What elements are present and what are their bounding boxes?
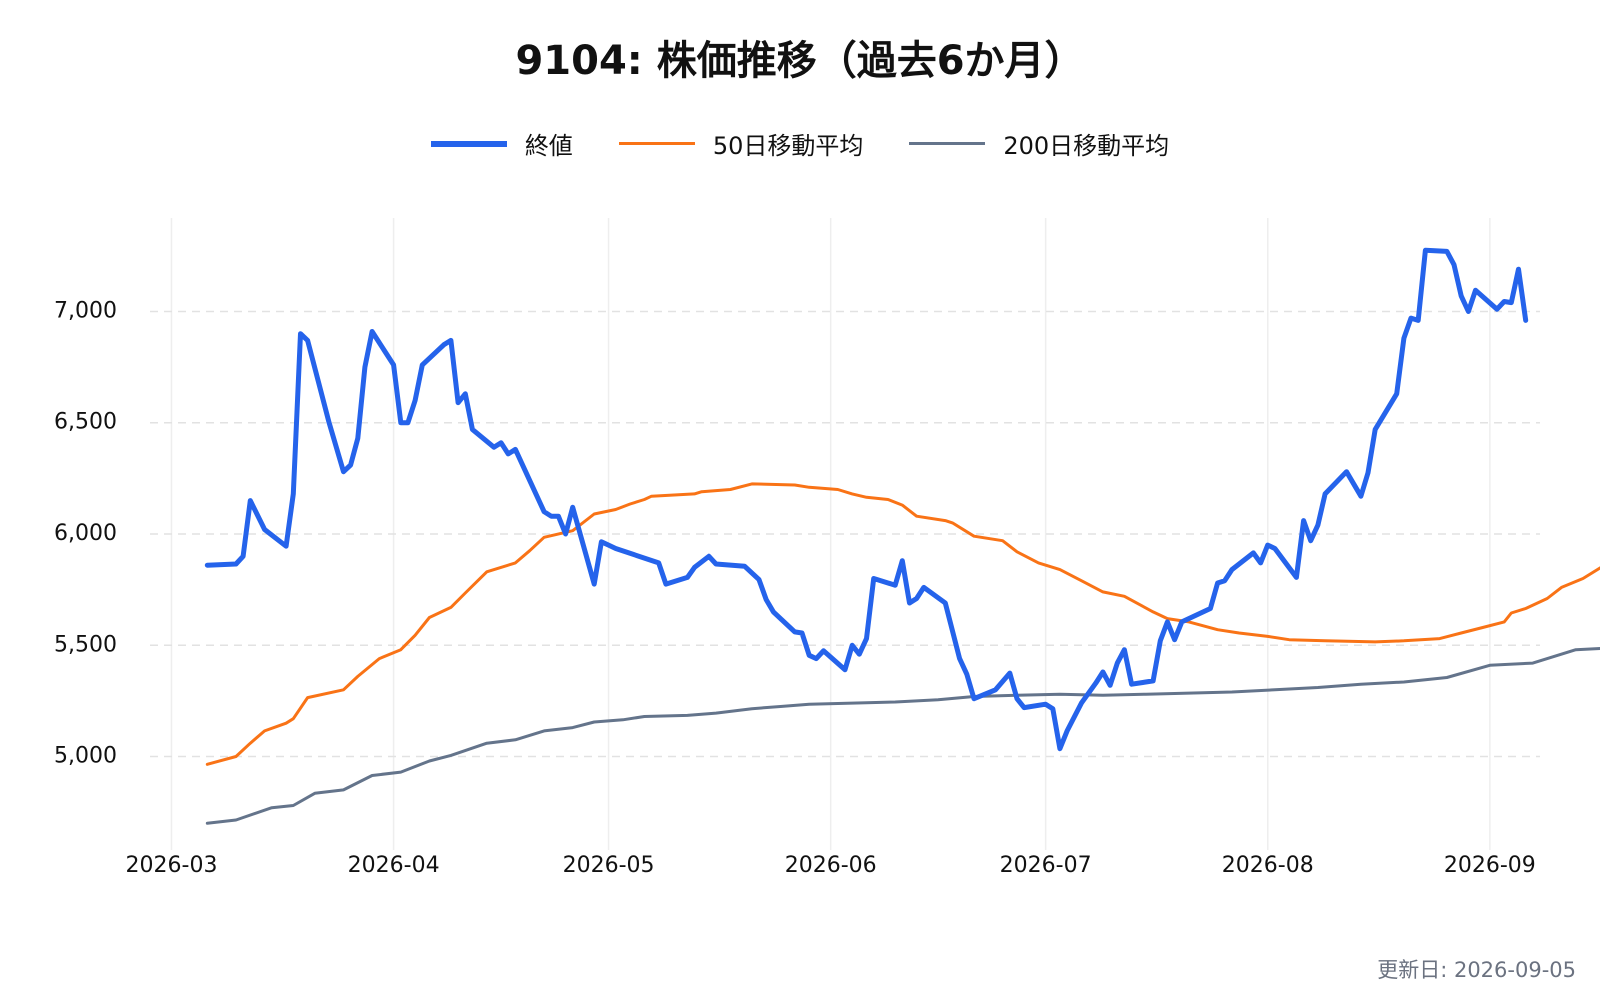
y-tick-label: 7,000 <box>54 298 117 323</box>
x-tick-label: 2026-03 <box>126 853 218 878</box>
legend-swatch-close <box>430 140 507 147</box>
updated-date: 更新日: 2026-09-05 <box>1377 958 1576 982</box>
series-line-close <box>204 247 1529 752</box>
y-tick-label: 6,500 <box>54 410 117 435</box>
grid-layer <box>150 218 1540 850</box>
x-tick-label: 2026-09 <box>1444 853 1536 878</box>
legend-item-ma200[interactable]: 200日移動平均 <box>909 126 1169 161</box>
legend-swatch-ma200 <box>909 142 986 145</box>
x-tick-label: 2026-06 <box>785 853 877 878</box>
x-tick-label: 2026-07 <box>1000 853 1092 878</box>
x-tick-label: 2026-04 <box>348 853 440 878</box>
series-line-ma200 <box>205 646 1600 825</box>
x-axis-ticks: 2026-03 2026-04 2026-05 2026-06 2026-07 2026-… <box>126 853 1536 878</box>
chart-legend: 終値 50日移動平均 200日移動平均 <box>0 126 1600 161</box>
y-tick-label: 5,000 <box>54 744 117 769</box>
chart-title: 9104: 株価推移（過去6か月） <box>515 38 1085 84</box>
series-layer <box>204 247 1600 825</box>
y-axis-ticks: 5,000 5,500 6,000 6,500 7,000 <box>54 298 117 768</box>
x-tick-label: 2026-08 <box>1222 853 1314 878</box>
y-tick-label: 6,000 <box>54 521 117 546</box>
legend-label-ma50: 50日移動平均 <box>712 132 864 160</box>
legend-swatch-ma50 <box>618 142 695 145</box>
legend-label-ma200: 200日移動平均 <box>1003 132 1170 160</box>
legend-label-close: 終値 <box>524 132 573 160</box>
legend-item-ma50[interactable]: 50日移動平均 <box>618 126 864 161</box>
legend-item-close[interactable]: 終値 <box>430 126 573 161</box>
y-tick-label: 5,500 <box>54 632 117 657</box>
x-tick-label: 2026-05 <box>563 853 655 878</box>
series-line-ma50 <box>205 482 1600 766</box>
